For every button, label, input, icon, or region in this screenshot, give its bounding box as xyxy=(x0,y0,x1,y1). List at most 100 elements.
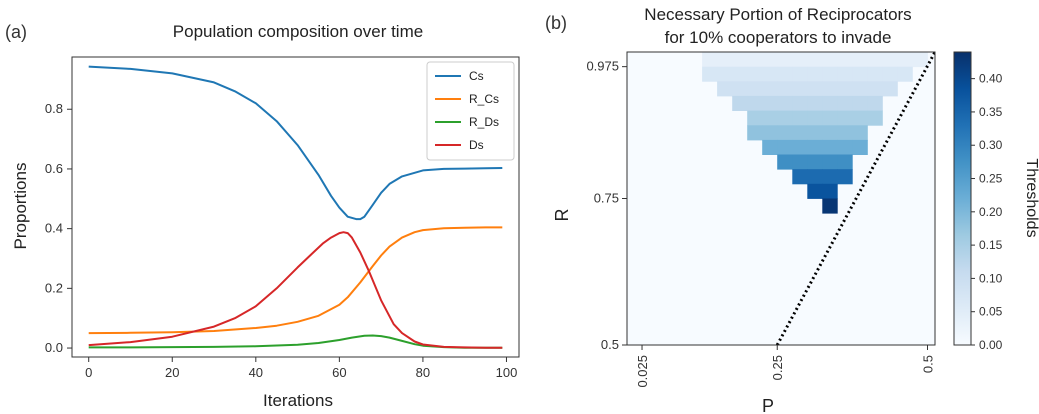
heatmap-cell xyxy=(822,169,838,185)
heatmap-cell xyxy=(807,125,823,141)
heatmap-cell xyxy=(792,169,808,185)
heatmap-cell xyxy=(852,139,868,155)
heatmap-cell xyxy=(732,95,748,111)
heatmap-cell xyxy=(837,169,853,185)
heatmap-cell xyxy=(852,52,868,68)
heatmap-cell xyxy=(837,139,853,155)
heatmap-cell xyxy=(867,110,883,126)
x-tick-label: 60 xyxy=(332,365,346,380)
heatmap-cell xyxy=(882,52,898,68)
heatmap-cell xyxy=(807,66,823,82)
x-tick-label: 80 xyxy=(416,365,430,380)
y-tick-label: 0.0 xyxy=(45,340,63,355)
heatmap-cell xyxy=(747,95,763,111)
legend-entry: Ds xyxy=(469,138,484,152)
heatmap-cell xyxy=(837,125,853,141)
legend-entry: Cs xyxy=(469,69,484,83)
heatmap-y-tick-label: 0.75 xyxy=(594,191,619,206)
heatmap-cell xyxy=(807,154,823,170)
heatmap-cell xyxy=(822,183,838,199)
heatmap-cell xyxy=(852,95,868,111)
x-tick-label: 0 xyxy=(85,365,92,380)
x-tick-label: 100 xyxy=(496,365,518,380)
heatmap-cell xyxy=(792,154,808,170)
heatmap-cell xyxy=(792,110,808,126)
heatmap-cell xyxy=(762,66,778,82)
heatmap-x-tick-label: 0.25 xyxy=(770,355,785,380)
heatmap-cell xyxy=(747,125,763,141)
heatmap-boundary-line xyxy=(775,52,935,345)
heatmap-cell xyxy=(837,110,853,126)
heatmap-cell xyxy=(822,52,838,68)
heatmap-cell xyxy=(882,66,898,82)
heatmap-cell xyxy=(807,183,823,199)
heatmap-cell xyxy=(777,81,793,97)
colorbar-tick-label: 0.10 xyxy=(979,271,1003,285)
heatmap-cell xyxy=(717,66,733,82)
heatmap-cell xyxy=(762,52,778,68)
heatmap-cell xyxy=(807,81,823,97)
heatmap-cell xyxy=(777,154,793,170)
series-line-cs xyxy=(88,65,503,221)
heatmap-cell xyxy=(822,66,838,82)
x-tick-label: 40 xyxy=(249,365,263,380)
heatmap-cell xyxy=(762,95,778,111)
heatmap-cell xyxy=(837,154,853,170)
heatmap-cell xyxy=(807,139,823,155)
legend-entry: R_Cs xyxy=(469,92,499,106)
heatmap-cell xyxy=(852,81,868,97)
heatmap-cell xyxy=(882,81,898,97)
x-tick-label: 20 xyxy=(165,365,179,380)
heatmap-cell xyxy=(807,169,823,185)
heatmap-y-axis-label: R xyxy=(552,209,572,222)
heatmap-cell xyxy=(837,66,853,82)
heatmap-cell xyxy=(792,81,808,97)
panel-a-label: (a) xyxy=(5,22,27,42)
heatmap-cell xyxy=(747,110,763,126)
colorbar-tick-label: 0.30 xyxy=(979,138,1003,152)
heatmap-y-tick-label: 0.5 xyxy=(601,337,619,352)
series-line-r-cs xyxy=(88,226,503,335)
y-tick-label: 0.2 xyxy=(45,280,63,295)
heatmap-cell xyxy=(717,81,733,97)
heatmap-cell xyxy=(822,110,838,126)
heatmap-cell xyxy=(822,198,838,214)
legend-entry: R_Ds xyxy=(469,115,499,129)
heatmap-cell xyxy=(702,66,718,82)
heatmap-cell xyxy=(897,66,913,82)
colorbar-tick-label: 0.25 xyxy=(979,172,1003,186)
heatmap-cell xyxy=(777,95,793,111)
colorbar-tick-label: 0.40 xyxy=(979,72,1003,86)
heatmap-cell xyxy=(732,81,748,97)
heatmap-cell xyxy=(912,52,928,68)
heatmap-cell xyxy=(777,66,793,82)
heatmap-cell xyxy=(747,66,763,82)
heatmap-cell xyxy=(777,125,793,141)
line-chart-title: Population composition over time xyxy=(173,22,423,41)
heatmap-cell xyxy=(867,81,883,97)
heatmap-cell xyxy=(732,66,748,82)
series-line-ds xyxy=(88,231,503,349)
heatmap-cell xyxy=(897,52,913,68)
heatmap-cell xyxy=(702,52,718,68)
colorbar-tick-label: 0.15 xyxy=(979,238,1003,252)
heatmap-cell xyxy=(747,52,763,68)
heatmap-cell xyxy=(732,52,748,68)
y-tick-label: 0.6 xyxy=(45,161,63,176)
heatmap-cell xyxy=(852,110,868,126)
heatmap-cell xyxy=(777,110,793,126)
heatmap-cell xyxy=(822,95,838,111)
colorbar-label: Thresholds xyxy=(1023,158,1039,237)
colorbar xyxy=(953,51,972,346)
heatmap-cell xyxy=(762,125,778,141)
heatmap-cell xyxy=(762,139,778,155)
heatmap-x-tick-label: 0.5 xyxy=(920,355,935,373)
heatmap-cell xyxy=(837,95,853,111)
colorbar-tick-label: 0.20 xyxy=(979,205,1003,219)
heatmap-cell xyxy=(792,52,808,68)
line-chart-legend: Cs R_Cs R_Ds Ds xyxy=(426,61,515,161)
y-tick-label: 0.8 xyxy=(45,101,63,116)
heatmap-cell xyxy=(822,125,838,141)
